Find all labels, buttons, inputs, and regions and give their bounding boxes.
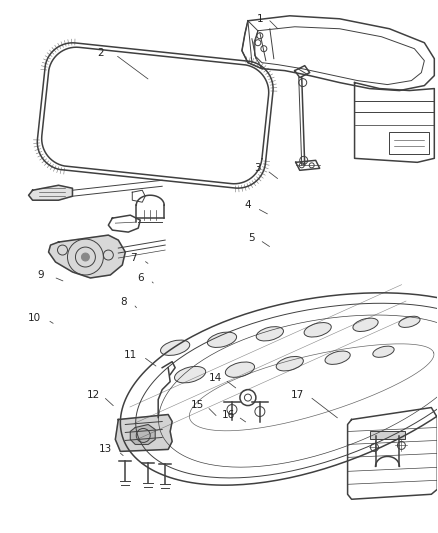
Text: 8: 8 <box>120 297 127 307</box>
Text: 13: 13 <box>99 445 112 455</box>
Text: 2: 2 <box>97 47 104 58</box>
Bar <box>370 432 406 439</box>
Text: 16: 16 <box>221 409 235 419</box>
Text: 1: 1 <box>257 14 263 24</box>
Text: 4: 4 <box>244 200 251 210</box>
Text: 10: 10 <box>28 313 41 323</box>
Text: 15: 15 <box>191 400 204 409</box>
Ellipse shape <box>353 318 378 332</box>
Ellipse shape <box>174 367 206 383</box>
Polygon shape <box>28 185 72 200</box>
Polygon shape <box>49 235 125 278</box>
Ellipse shape <box>373 346 394 357</box>
Text: 14: 14 <box>208 373 222 383</box>
Polygon shape <box>130 424 155 445</box>
Ellipse shape <box>256 327 283 341</box>
Bar <box>389 132 429 155</box>
Circle shape <box>81 253 89 261</box>
Text: 11: 11 <box>124 350 137 360</box>
Ellipse shape <box>225 362 254 377</box>
Polygon shape <box>115 415 172 451</box>
Ellipse shape <box>161 340 190 356</box>
Text: 12: 12 <box>87 390 100 400</box>
Ellipse shape <box>207 332 237 348</box>
Ellipse shape <box>276 357 304 371</box>
Text: 5: 5 <box>249 233 255 243</box>
Text: 6: 6 <box>137 273 144 283</box>
Ellipse shape <box>399 316 420 327</box>
Ellipse shape <box>325 351 350 365</box>
Text: 9: 9 <box>37 270 44 280</box>
Text: 7: 7 <box>130 253 137 263</box>
Ellipse shape <box>304 322 331 337</box>
Text: 17: 17 <box>291 390 304 400</box>
Text: 3: 3 <box>254 163 261 173</box>
